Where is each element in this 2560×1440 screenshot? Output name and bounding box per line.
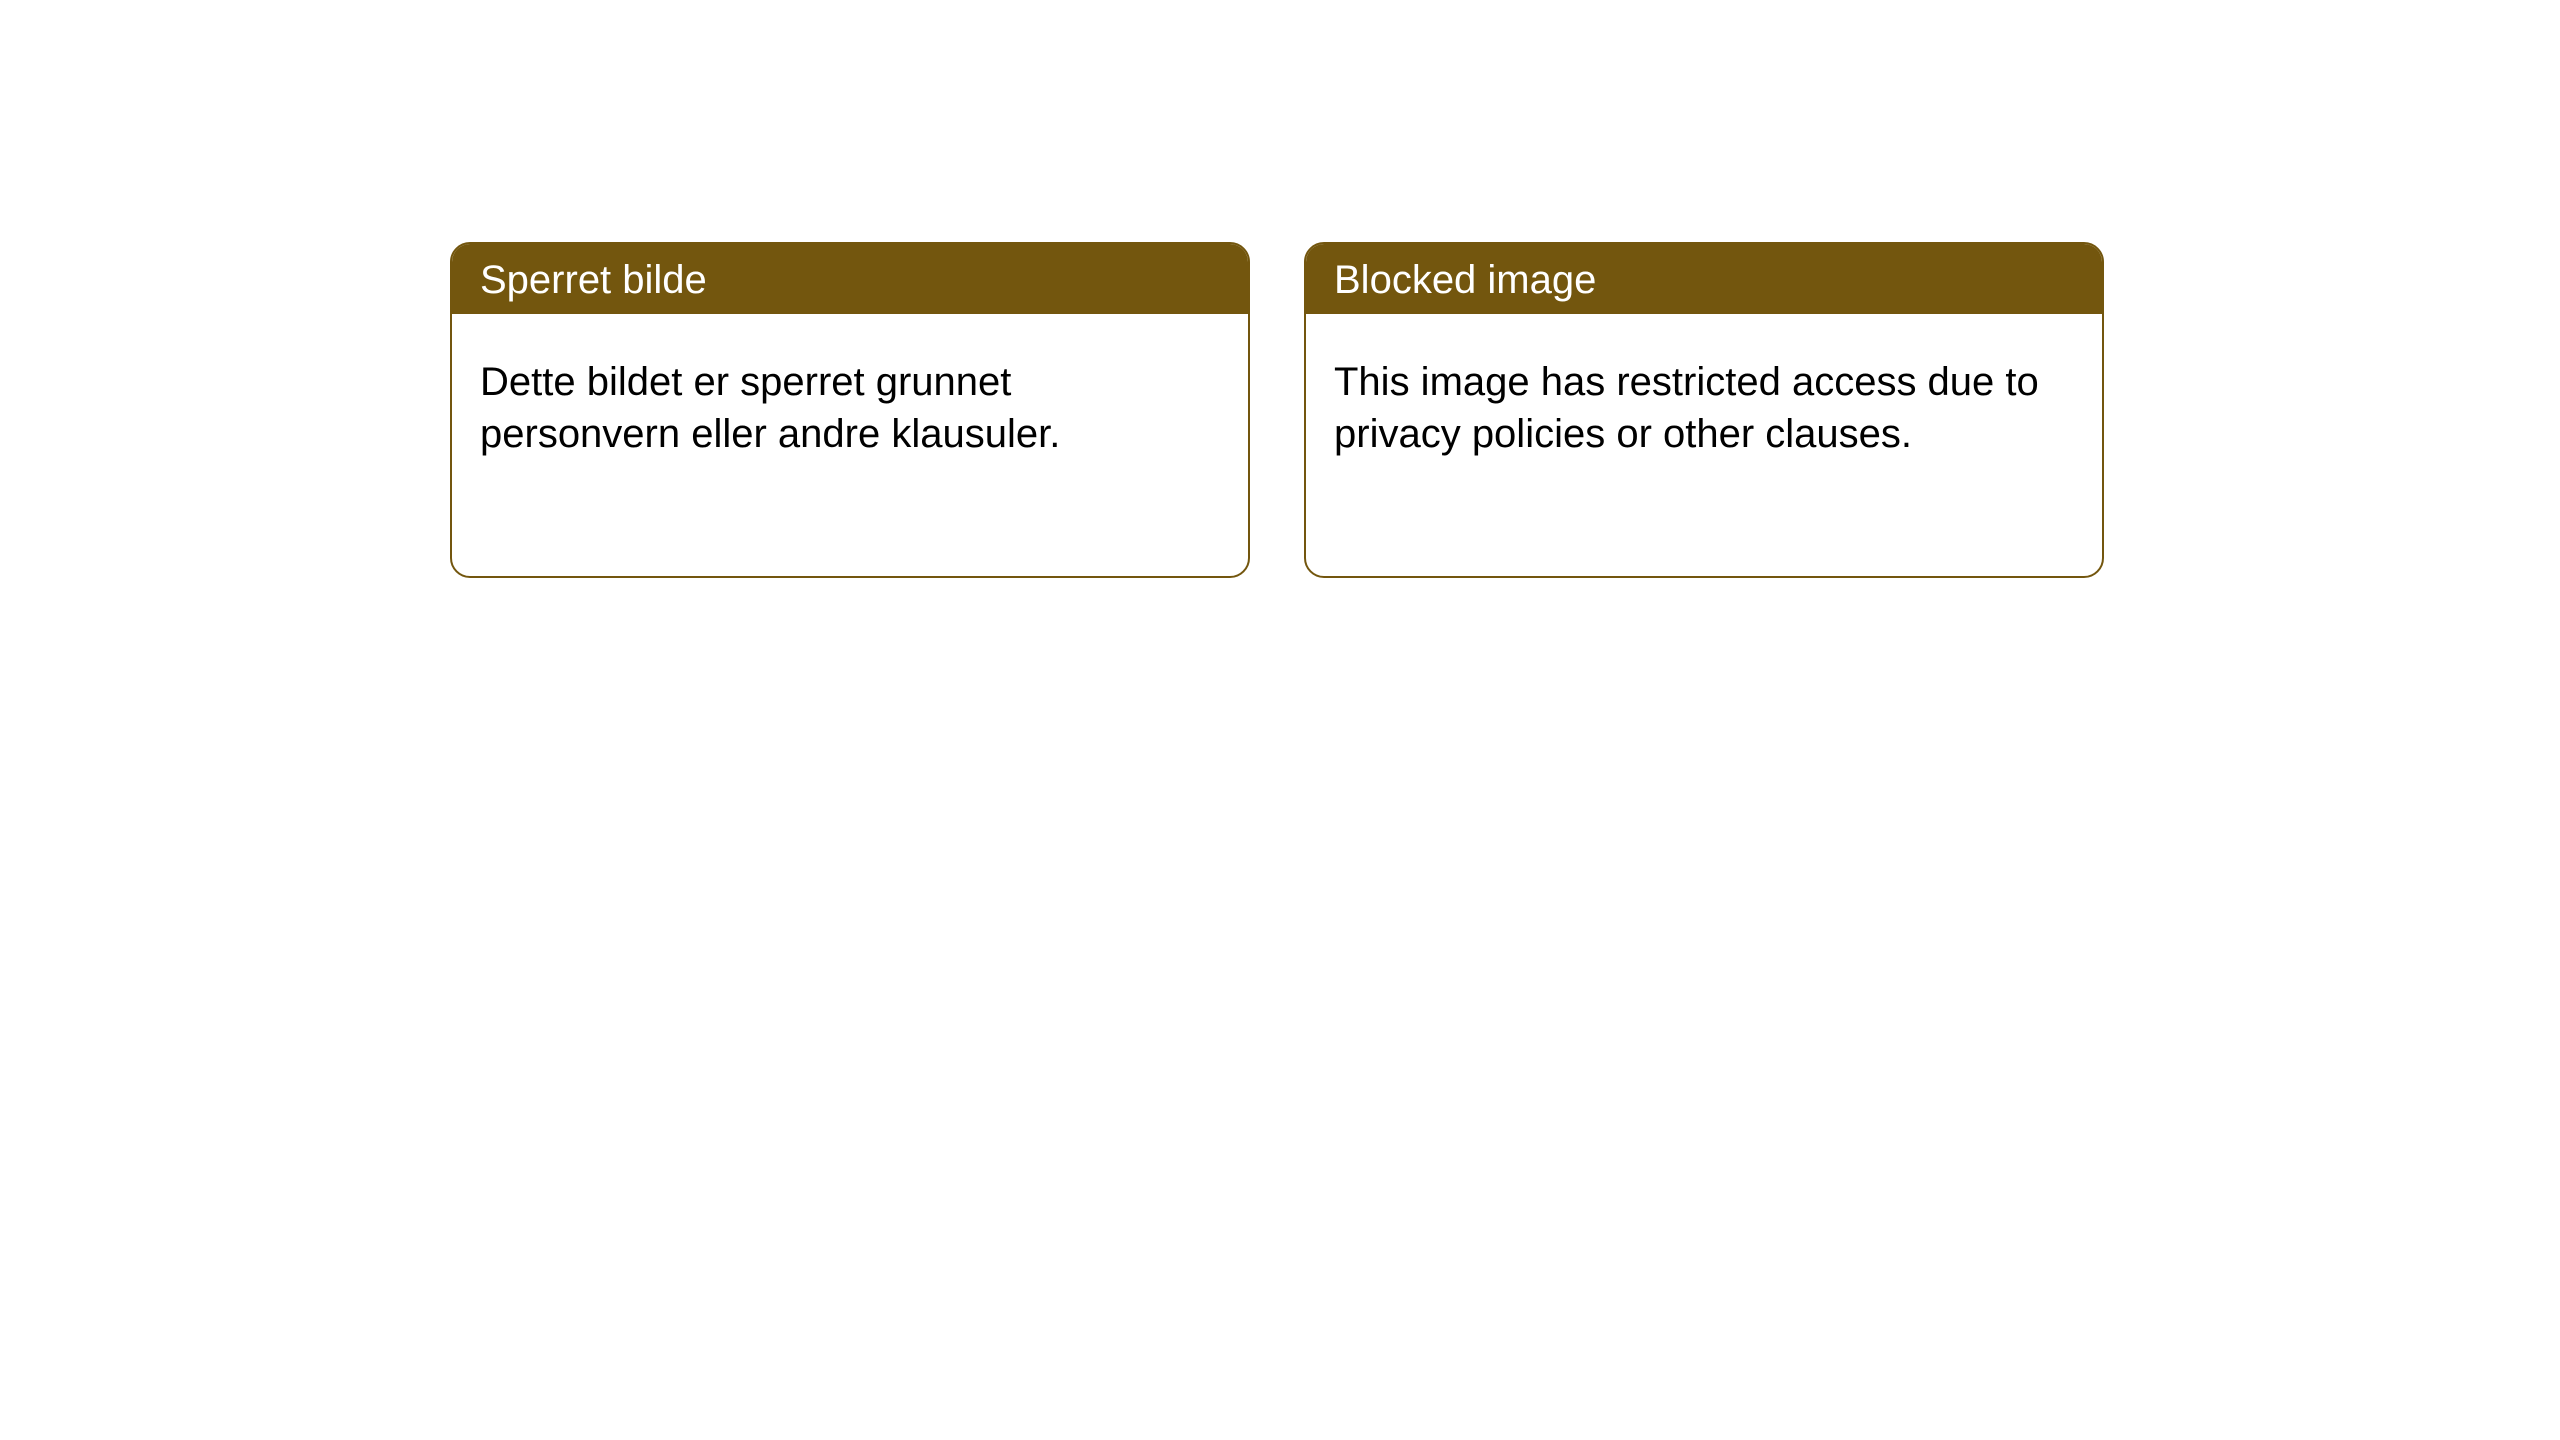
card-title: Sperret bilde (480, 258, 707, 302)
card-header: Blocked image (1306, 244, 2102, 314)
notice-container: Sperret bilde Dette bildet er sperret gr… (0, 0, 2560, 578)
card-body: Dette bildet er sperret grunnet personve… (452, 314, 1248, 488)
card-body: This image has restricted access due to … (1306, 314, 2102, 488)
card-title: Blocked image (1334, 258, 1596, 302)
card-header: Sperret bilde (452, 244, 1248, 314)
card-message: This image has restricted access due to … (1334, 360, 2039, 456)
card-message: Dette bildet er sperret grunnet personve… (480, 360, 1060, 456)
notice-card-norwegian: Sperret bilde Dette bildet er sperret gr… (450, 242, 1250, 578)
notice-card-english: Blocked image This image has restricted … (1304, 242, 2104, 578)
